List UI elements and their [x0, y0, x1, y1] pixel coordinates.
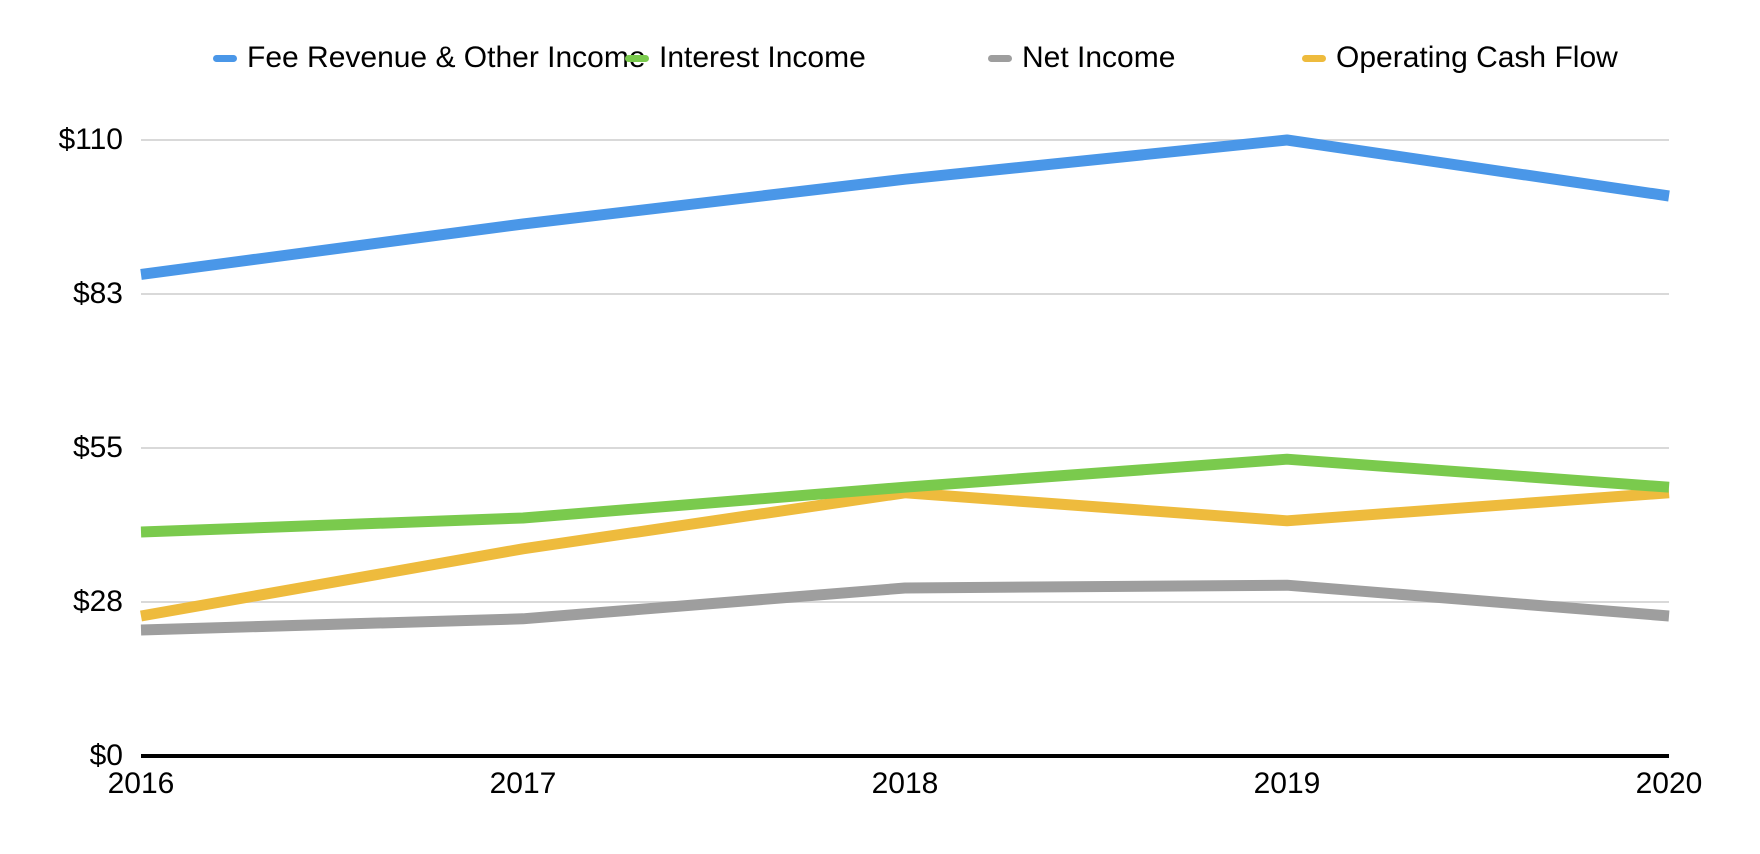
x-tick-label-2016: 2016	[107, 767, 175, 800]
y-tick-label-28: $28	[72, 585, 123, 618]
legend-label: Fee Revenue & Other Income	[247, 41, 646, 74]
y-tick-label-0: $0	[89, 739, 123, 772]
x-tick-label-2019: 2019	[1253, 767, 1321, 800]
legend-label: Interest Income	[659, 41, 866, 74]
legend-label: Operating Cash Flow	[1336, 41, 1618, 74]
x-tick-label-2018: 2018	[871, 767, 939, 800]
series-line-operating-cash-flow	[140, 487, 1670, 622]
series-line-interest-income	[140, 453, 1670, 538]
legend-label: Net Income	[1022, 41, 1176, 74]
legend-dash-icon	[988, 54, 1012, 62]
legend-item-operating-cash-flow: Operating Cash Flow	[1302, 42, 1618, 74]
legend-item-interest-income: Interest Income	[625, 42, 866, 74]
legend-dash-icon	[213, 54, 237, 62]
y-tick-label-110: $110	[58, 123, 123, 156]
legend-item-fee-revenue: Fee Revenue & Other Income	[213, 42, 646, 74]
legend-dash-icon	[1302, 54, 1326, 62]
y-tick-label-55: $55	[72, 431, 123, 464]
x-tick-label-2020: 2020	[1635, 767, 1703, 800]
legend-dash-icon	[625, 54, 649, 62]
series-line-fee-revenue-other-income	[140, 134, 1670, 280]
y-tick-label-83: $83	[72, 277, 123, 310]
x-tick-label-2017: 2017	[489, 767, 557, 800]
series-line-net-income	[140, 579, 1670, 636]
legend-item-net-income: Net Income	[988, 42, 1175, 74]
